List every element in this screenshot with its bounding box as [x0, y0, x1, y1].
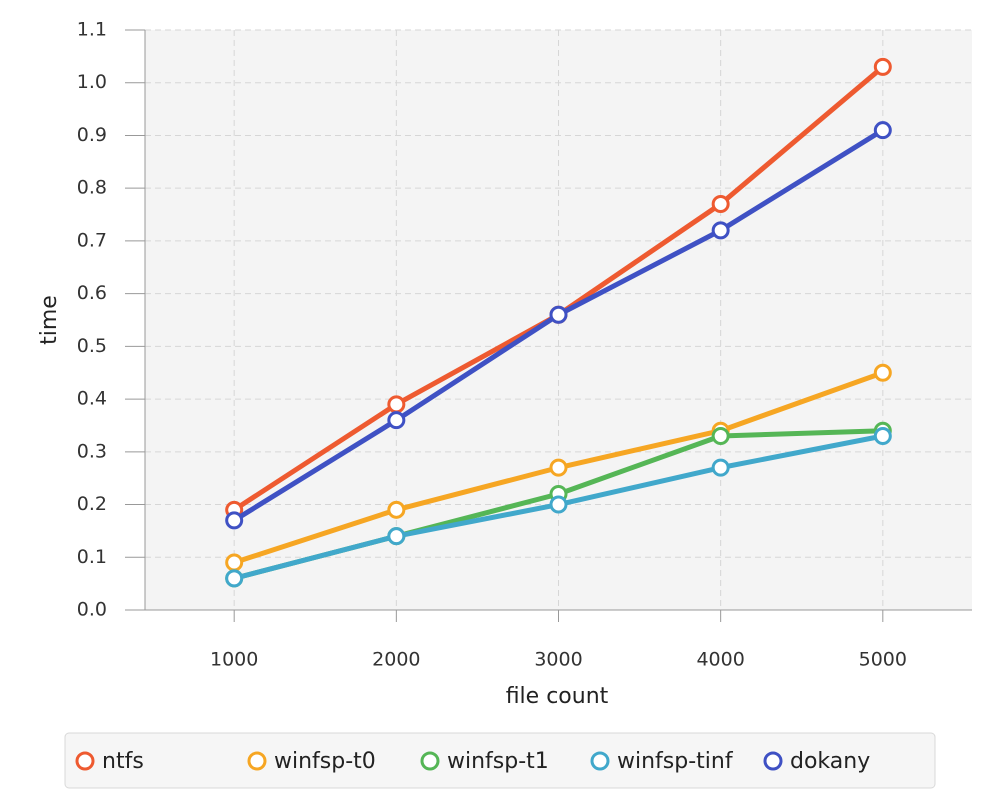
data-point — [711, 458, 730, 477]
y-tick-label: 0.6 — [77, 282, 107, 304]
legend-label: ntfs — [102, 749, 144, 774]
data-point — [549, 458, 568, 477]
data-point — [873, 121, 892, 140]
data-point — [225, 553, 244, 572]
legend-marker — [763, 751, 783, 771]
x-axis-title: file count — [506, 684, 609, 709]
legend-label: winfsp-t1 — [447, 749, 549, 774]
y-tick-label: 0.2 — [77, 493, 107, 515]
data-point — [387, 411, 406, 430]
data-point — [387, 395, 406, 414]
x-tick-label: 2000 — [372, 649, 420, 671]
y-tick-label: 0.8 — [77, 177, 107, 199]
data-point — [711, 427, 730, 445]
data-point — [225, 511, 244, 530]
data-point — [387, 500, 406, 519]
legend-marker — [75, 751, 95, 771]
legend-marker — [590, 751, 610, 771]
data-point — [711, 221, 730, 240]
y-tick-label: 0.1 — [77, 546, 107, 568]
data-point — [711, 195, 730, 213]
data-point — [873, 427, 892, 445]
data-point — [549, 305, 568, 324]
x-tick-label: 3000 — [534, 649, 582, 671]
legend-marker — [247, 751, 267, 771]
legend-label: winfsp-tinf — [617, 749, 734, 774]
x-tick-label: 4000 — [696, 649, 744, 671]
y-tick-label: 1.1 — [77, 19, 107, 41]
data-point — [549, 495, 568, 514]
y-tick-label: 0.0 — [77, 599, 107, 621]
data-point — [387, 527, 406, 546]
legend-box — [64, 732, 936, 789]
data-point — [873, 57, 892, 76]
y-tick-label: 0.5 — [77, 335, 107, 357]
legend-label: winfsp-t0 — [274, 749, 376, 774]
y-tick-label: 1.0 — [77, 71, 107, 93]
y-tick-label: 0.4 — [77, 388, 107, 410]
data-point — [225, 569, 244, 588]
x-tick-label: 5000 — [859, 649, 907, 671]
y-axis-title: time — [37, 295, 62, 345]
y-tick-label: 0.9 — [77, 124, 107, 146]
y-tick-label: 0.3 — [77, 440, 107, 462]
data-point — [873, 363, 892, 382]
legend-label: dokany — [790, 749, 870, 774]
x-tick-label: 1000 — [210, 649, 258, 671]
legend-marker — [420, 751, 440, 771]
y-tick-label: 0.7 — [77, 229, 107, 251]
